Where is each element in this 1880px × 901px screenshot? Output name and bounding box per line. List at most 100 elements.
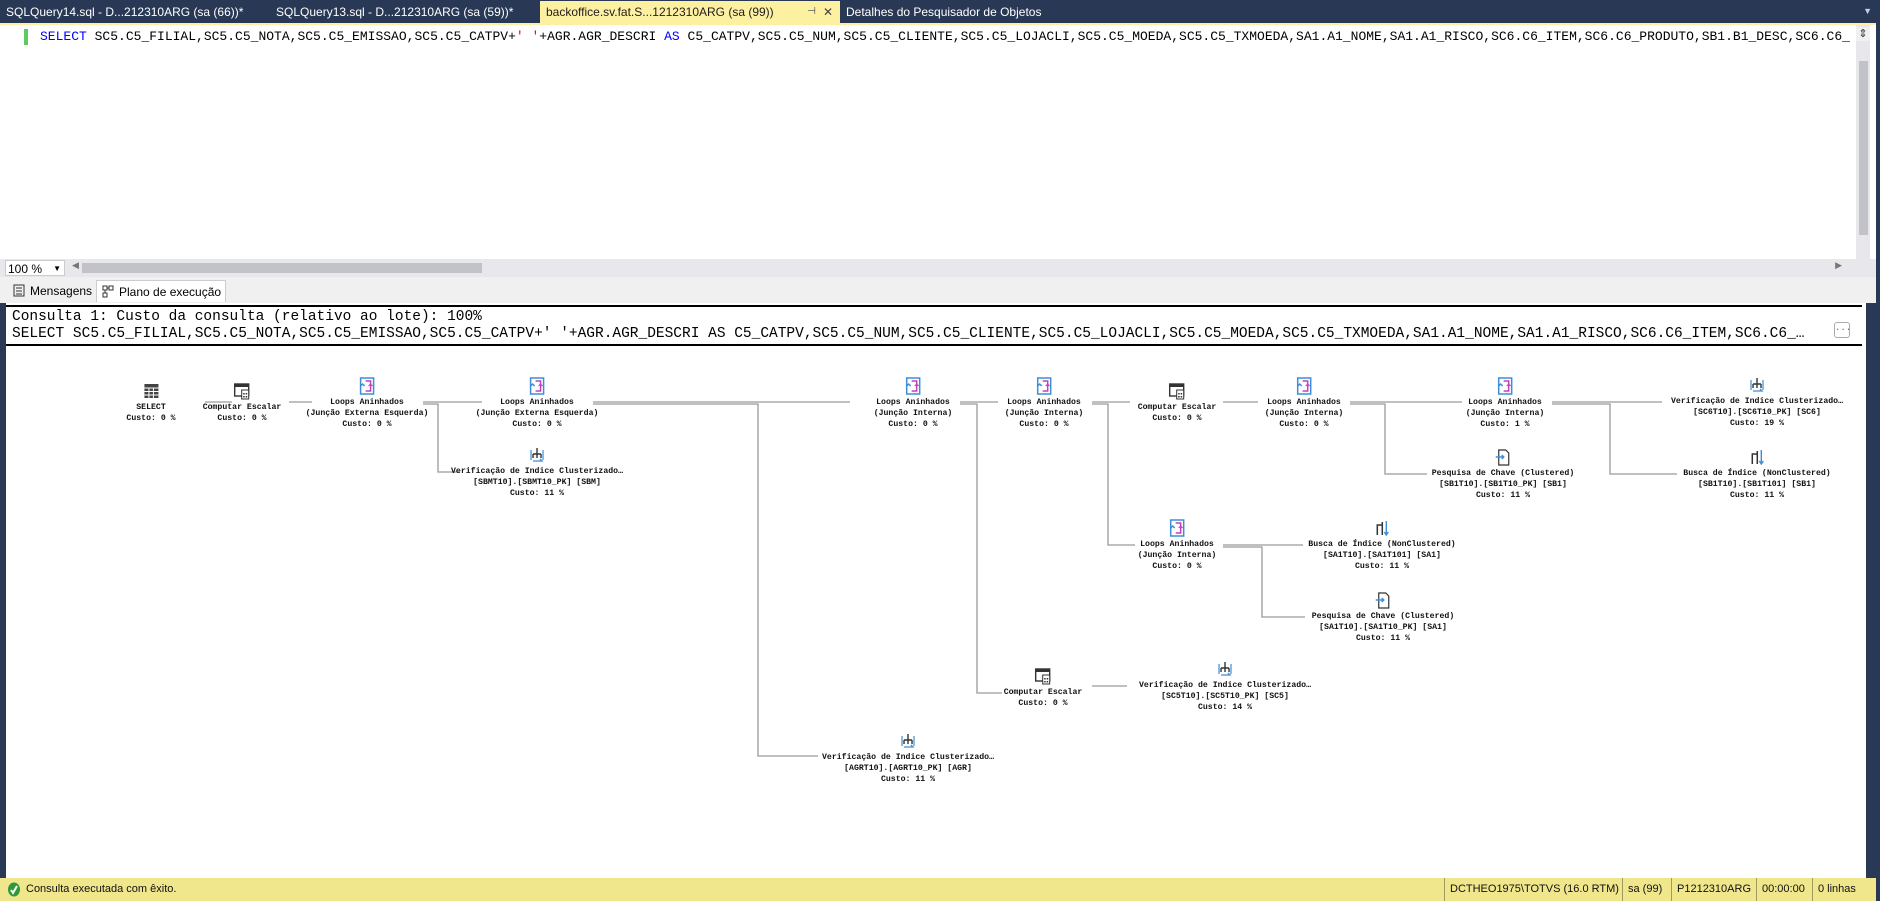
operator-label: Custo: 1 % — [1480, 420, 1530, 429]
index-seek-icon — [1376, 521, 1389, 537]
query-text-line[interactable]: SELECT SC5.C5_FILIAL,SC5.C5_NOTA,SC5.C5_… — [40, 29, 1850, 45]
operator-label: (Junção Externa Esquerda) — [305, 409, 429, 418]
plan-operator-clustered-index-scan[interactable]: Verificação de Indice Clusterizado… [AGRT… — [822, 732, 994, 785]
plan-operator-key-lookup[interactable]: Pesquisa de Chave (Clustered) [SA1T10].[S… — [1311, 591, 1455, 644]
query-cost-title: Consulta 1: Custo da consulta (relativo … — [12, 309, 482, 325]
tab-label: Detalhes do Pesquisador de Objetos — [846, 5, 1042, 19]
operator-label: Custo: 0 % — [1152, 562, 1202, 571]
clustered-index-scan-icon — [530, 448, 544, 462]
scrollbar-thumb[interactable] — [82, 263, 482, 273]
clustered-index-scan-icon — [1218, 662, 1232, 676]
tab-sqlquery14[interactable]: SQLQuery14.sql - D...212310ARG (sa (66))… — [0, 1, 270, 23]
operator-label: Custo: 0 % — [888, 420, 938, 429]
operator-label: Verificação de Indice Clusterizado… — [1139, 681, 1311, 690]
operator-label: Custo: 0 % — [342, 420, 392, 429]
editor-zoom-bar: 100 % ▼ ◀ ▶ — [0, 259, 1876, 277]
execution-plan-pane[interactable]: Consulta 1: Custo da consulta (relativo … — [6, 303, 1866, 878]
plan-operator-index-seek[interactable]: Busca de Índice (NonClustered) [SB1T10].[… — [1683, 448, 1831, 501]
operator-label: Custo: 0 % — [1152, 414, 1202, 423]
code-token: ' ' — [515, 29, 540, 44]
tab-backoffice-query[interactable]: backoffice.sv.fat.S...1212310ARG (sa (99… — [540, 1, 840, 23]
editor-vertical-scrollbar[interactable]: ⇕ — [1856, 25, 1870, 259]
operator-label: Loops Aninhados — [1007, 398, 1081, 407]
clustered-index-scan-icon — [1750, 378, 1764, 392]
compute-scalar-icon — [234, 383, 250, 400]
nested-loops-icon — [1170, 519, 1185, 537]
plan-operator-index-seek[interactable]: Busca de Índice (NonClustered) [SA1T10].[… — [1308, 519, 1456, 572]
operator-label: Computar Escalar — [1003, 688, 1083, 697]
operator-label: [SA1T10].[SA1T101] [SA1] — [1323, 551, 1441, 560]
operator-label: Custo: 0 % — [512, 420, 562, 429]
operator-label: Custo: 0 % — [1018, 699, 1068, 708]
tab-sqlquery13[interactable]: SQLQuery13.sql - D...212310ARG (sa (59))… — [270, 1, 540, 23]
plan-operator-clustered-index-scan[interactable]: Verificação de Indice Clusterizado… [SBMT… — [451, 446, 623, 499]
query-editor[interactable]: SELECT SC5.C5_FILIAL,SC5.C5_NOTA,SC5.C5_… — [0, 23, 1876, 259]
status-elapsed-time: 00:00:00 — [1756, 878, 1805, 901]
document-tab-bar: SQLQuery14.sql - D...212310ARG (sa (66))… — [0, 0, 1880, 23]
plan-operator-nested-loops[interactable]: Loops Aninhados (Junção Externa Esquerda)… — [476, 377, 598, 430]
tab-messages[interactable]: Mensagens — [8, 280, 94, 302]
show-more-button[interactable]: ... — [1834, 322, 1851, 338]
execution-plan-icon — [102, 285, 114, 298]
tab-execution-plan[interactable]: Plano de execução — [96, 280, 226, 302]
select-icon — [143, 384, 158, 398]
close-icon[interactable]: ✕ — [822, 5, 833, 19]
tab-label: SQLQuery14.sql - D...212310ARG (sa (66))… — [6, 5, 244, 19]
plan-operator-clustered-index-scan[interactable]: Verificação de Indice Clusterizado… [SC5T… — [1139, 660, 1311, 713]
tab-overflow-dropdown-icon[interactable]: ▼ — [1863, 6, 1872, 16]
scroll-left-icon[interactable]: ◀ — [72, 260, 79, 270]
code-token: AS — [664, 29, 680, 44]
plan-operator-nested-loops[interactable]: Loops Aninhados (Junção Interna) Custo: 0 … — [1138, 519, 1216, 572]
success-check-icon — [8, 882, 20, 897]
operator-label: Pesquisa de Chave (Clustered) — [1311, 612, 1455, 621]
zoom-select[interactable]: 100 % ▼ — [5, 260, 65, 276]
status-row-count: 0 linhas — [1812, 878, 1856, 901]
operator-label: Pesquisa de Chave (Clustered) — [1431, 469, 1575, 478]
plan-operator-select[interactable]: SELECT Custo: 0 % — [126, 382, 176, 424]
operator-label: Busca de Índice (NonClustered) — [1308, 540, 1456, 549]
status-message: Consulta executada com êxito. — [26, 883, 177, 895]
operator-label: (Junção Interna) — [1465, 409, 1545, 418]
plan-edge — [423, 403, 460, 473]
compute-scalar-icon — [1035, 668, 1051, 685]
nested-loops-icon — [530, 377, 545, 395]
operator-label: Verificação de Indice Clusterizado… — [451, 467, 623, 476]
plan-operator-compute-scalar[interactable]: Computar Escalar Custo: 0 % — [203, 382, 281, 424]
plan-operator-compute-scalar[interactable]: Computar Escalar Custo: 0 % — [1003, 667, 1083, 709]
plan-operator-nested-loops[interactable]: Loops Aninhados (Junção Interna) Custo: 0 … — [1264, 377, 1344, 430]
operator-label: SELECT — [136, 403, 166, 412]
operator-label: Custo: 19 % — [1729, 419, 1785, 428]
tab-label: Plano de execução — [119, 285, 222, 299]
operator-label: [SB1T10].[SB1T101] [SB1] — [1698, 480, 1816, 489]
scroll-right-icon[interactable]: ▶ — [1835, 260, 1842, 270]
plan-operator-clustered-index-scan[interactable]: Verificação de Indice Clusterizado… [SC6T… — [1671, 376, 1843, 429]
operator-label: Verificação de Indice Clusterizado… — [1671, 397, 1843, 406]
plan-operator-nested-loops[interactable]: Loops Aninhados (Junção Externa Esquerda)… — [305, 377, 429, 430]
clustered-index-scan-icon — [901, 734, 915, 748]
pin-icon[interactable]: ⊣ — [807, 6, 816, 17]
operator-label: Custo: 11 % — [1475, 491, 1531, 500]
tab-object-explorer-details[interactable]: Detalhes do Pesquisador de Objetos — [840, 1, 1080, 23]
plan-operator-nested-loops[interactable]: Loops Aninhados (Junção Interna) Custo: 0 … — [874, 377, 952, 430]
plan-edge — [960, 403, 1002, 694]
plan-operator-nested-loops[interactable]: Loops Aninhados (Junção Interna) Custo: 1 … — [1465, 377, 1545, 430]
operator-label: (Junção Interna) — [1264, 409, 1344, 418]
operator-label: Loops Aninhados — [330, 398, 404, 407]
operator-label: Custo: 11 % — [1729, 491, 1785, 500]
operator-label: Custo: 11 % — [509, 489, 565, 498]
plan-edge — [1223, 546, 1305, 618]
query-header: Consulta 1: Custo da consulta (relativo … — [6, 305, 1862, 346]
operator-label: [SC6T10].[SC6T10_PK] [SC6] — [1693, 408, 1821, 417]
plan-operator-key-lookup[interactable]: Pesquisa de Chave (Clustered) [SB1T10].[S… — [1431, 448, 1575, 501]
tab-label: backoffice.sv.fat.S...1212310ARG (sa (99… — [546, 5, 774, 19]
plan-edge — [1552, 403, 1677, 475]
plan-operator-compute-scalar[interactable]: Computar Escalar Custo: 0 % — [1138, 382, 1216, 424]
status-user: sa (99) — [1622, 878, 1662, 901]
editor-horizontal-scrollbar[interactable]: ◀ ▶ — [72, 260, 1842, 274]
split-icon[interactable]: ⇕ — [1856, 27, 1870, 41]
operator-label: Loops Aninhados — [876, 398, 950, 407]
operator-label: [AGRT10].[AGRT10_PK] [AGR] — [844, 764, 972, 773]
compute-scalar-icon — [1169, 383, 1185, 400]
scrollbar-thumb[interactable] — [1859, 61, 1868, 235]
plan-operator-nested-loops[interactable]: Loops Aninhados (Junção Interna) Custo: 0 … — [1005, 377, 1083, 430]
